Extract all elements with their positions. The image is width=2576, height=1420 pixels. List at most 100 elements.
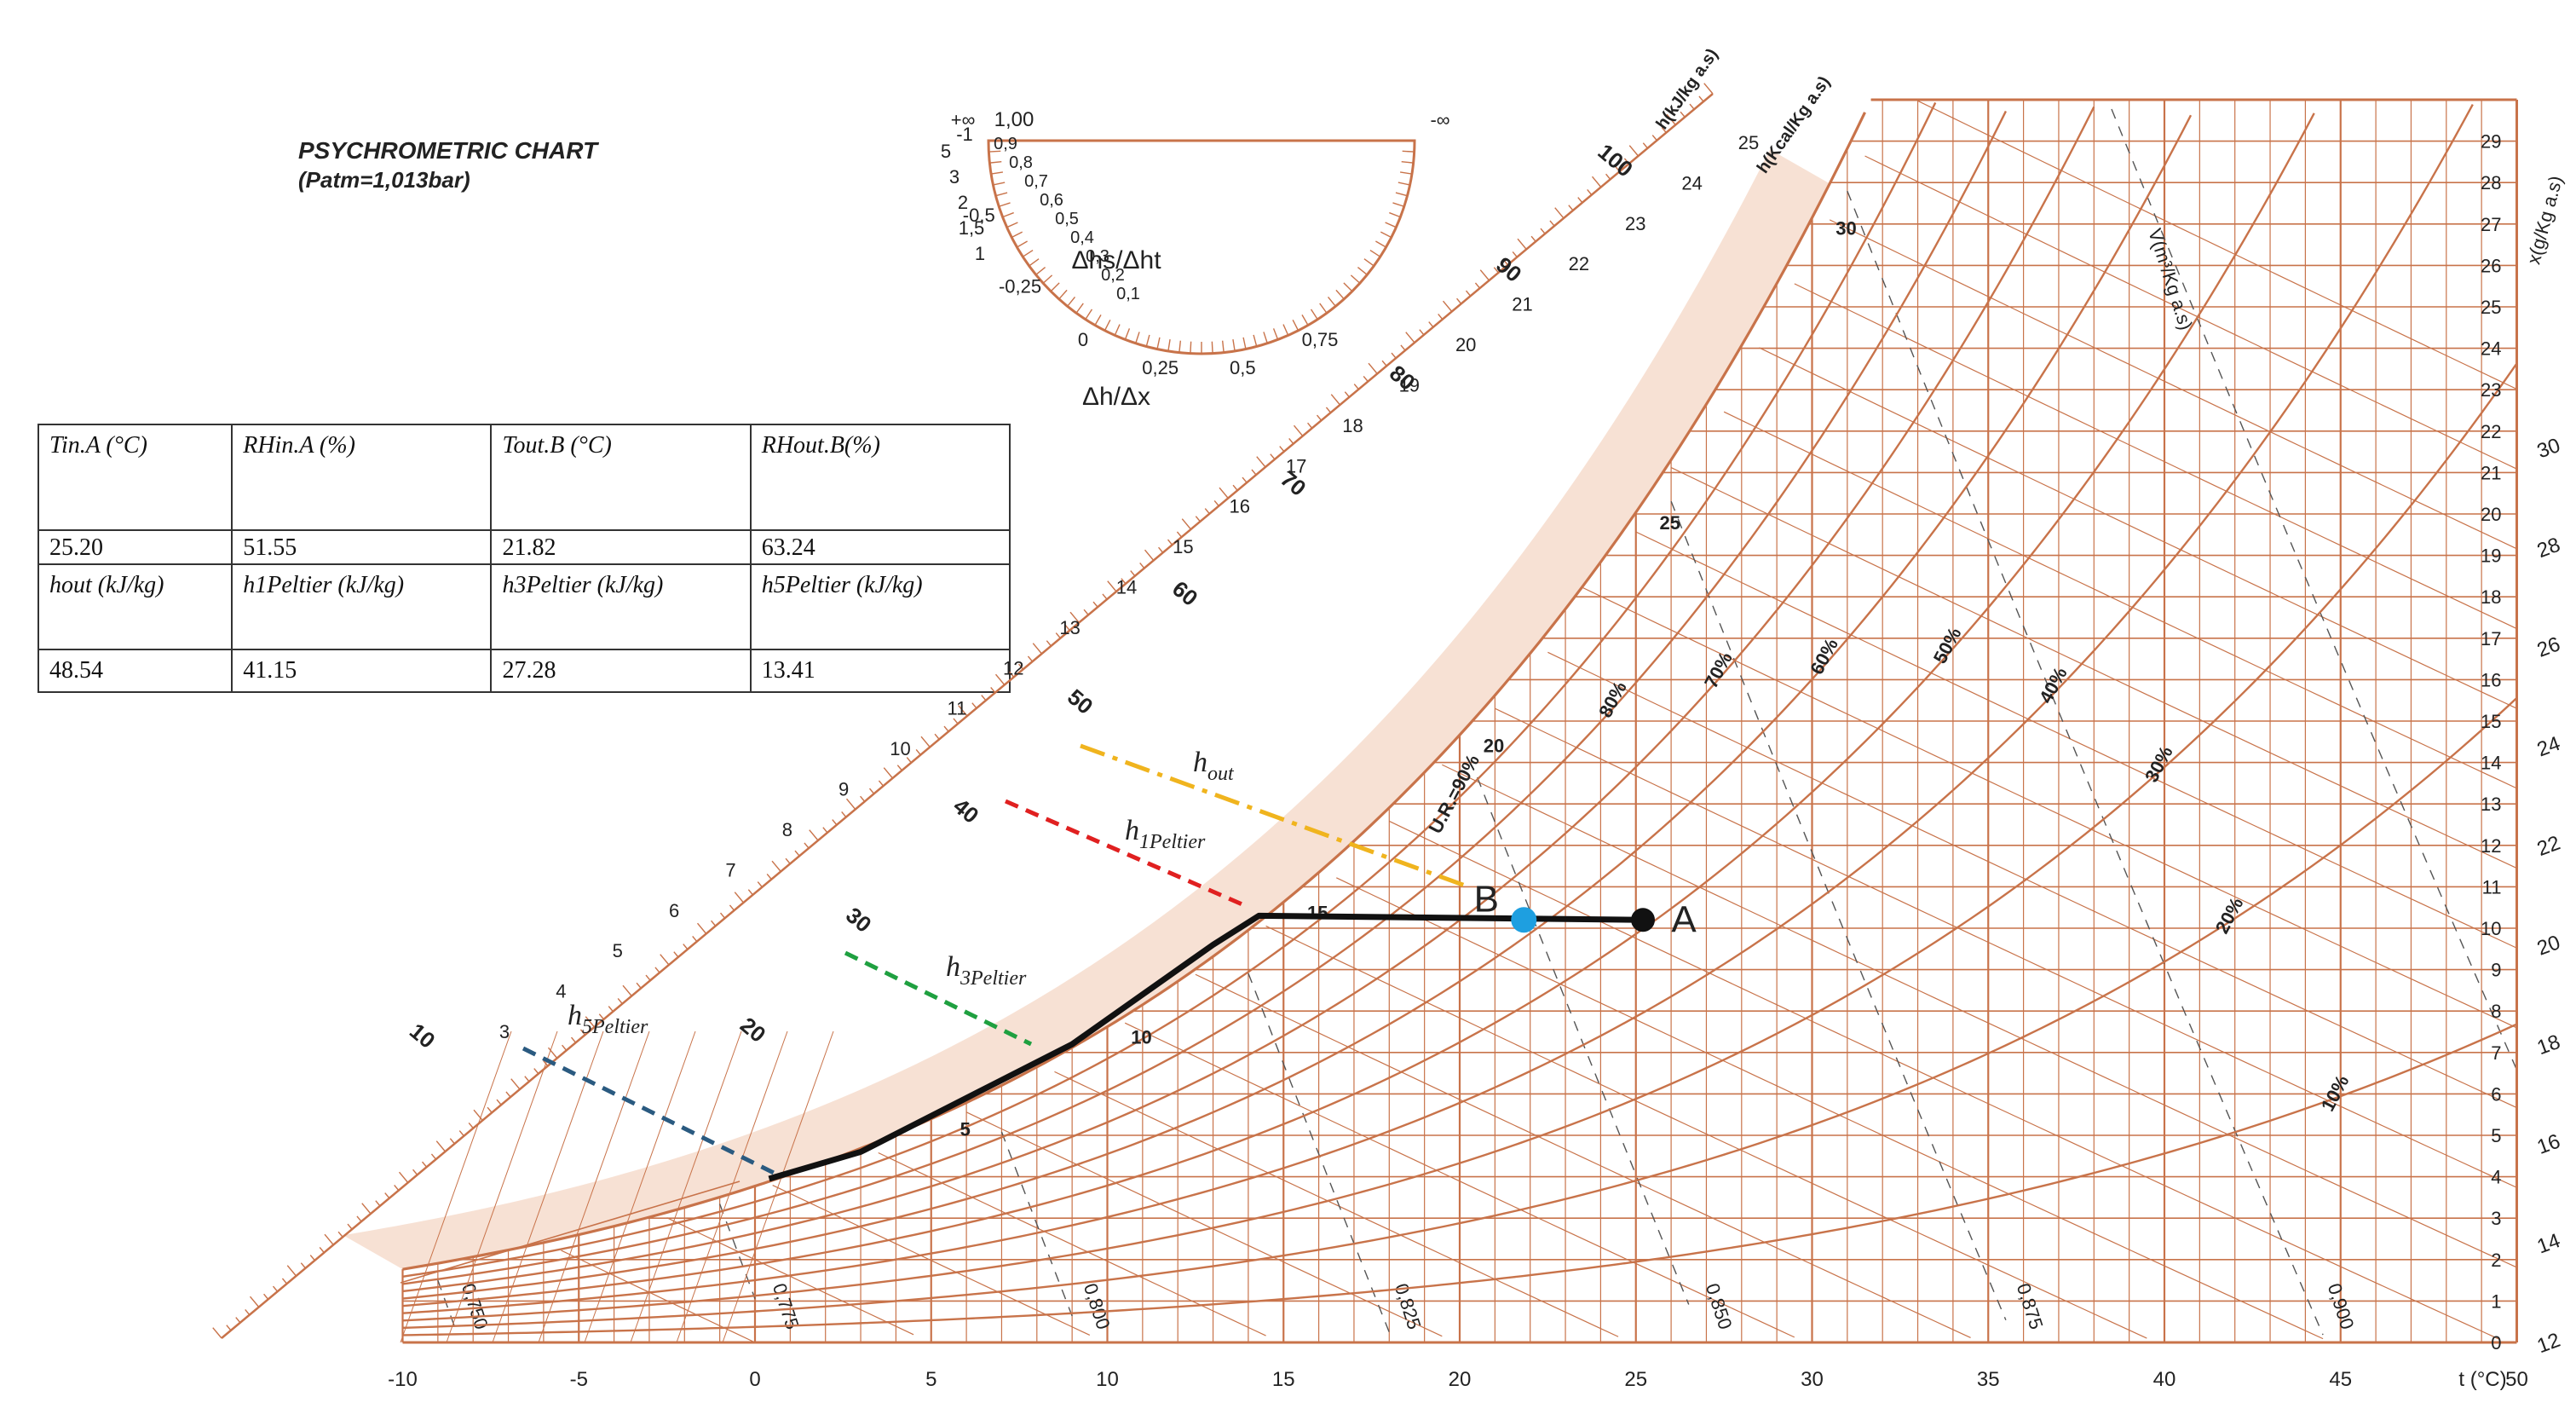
- enthalpy-tick-label: 50: [1063, 684, 1098, 719]
- temperature-tick-label: 40: [2153, 1368, 2176, 1391]
- ice-region-line: [400, 1030, 512, 1343]
- enthalpy-scale-tick: [845, 798, 856, 810]
- temperature-tick-label: -5: [570, 1368, 588, 1391]
- enthalpy-tick-label: 40: [948, 793, 983, 828]
- protractor-tick: [1282, 324, 1289, 336]
- enthalpy-scale-tick: [1623, 158, 1630, 165]
- enthalpy-marker-label: h5Peltier: [568, 1000, 648, 1038]
- rh-curve: [402, 1023, 2517, 1336]
- enthalpy-line: [1635, 531, 2517, 949]
- enthalpy-scale-tick: [212, 1327, 222, 1339]
- protractor-left-inf: +∞: [951, 109, 976, 130]
- enthalpy-scale-tick: [994, 673, 1006, 685]
- protractor-inner-label: 0,5: [1055, 210, 1079, 228]
- volume-line: [1000, 1131, 1073, 1317]
- protractor-outer-label: 1,5: [959, 217, 985, 239]
- enthalpy-line: [1917, 100, 2517, 390]
- enthalpy-scale-tick: [1661, 127, 1667, 134]
- kcal-tick-label: 6: [669, 900, 679, 921]
- protractor-tick: [1042, 274, 1053, 284]
- enthalpy-scale-tick: [1474, 282, 1481, 289]
- protractor-tick: [1058, 289, 1068, 300]
- protractor-inner-label: 0,6: [1040, 191, 1063, 210]
- protractor-tick: [1050, 282, 1060, 292]
- enthalpy-marker-line: [844, 950, 1033, 1047]
- protractor-tick: [989, 160, 1002, 164]
- outer-scale-tick-label: 12: [2534, 1329, 2563, 1359]
- protractor-bottom-label: 0,25: [1142, 357, 1179, 378]
- table-header-cell: RHin.A (%): [231, 424, 493, 531]
- humidity-tick-label: 15: [2481, 711, 2501, 732]
- protractor-tick: [1242, 337, 1247, 349]
- enthalpy-scale-tick: [896, 765, 902, 771]
- enthalpy-scale-tick: [822, 827, 828, 834]
- enthalpy-scale-tick: [319, 1247, 325, 1254]
- enthalpy-scale-tick: [692, 936, 698, 943]
- rh-curve: [402, 362, 2518, 1322]
- enthalpy-scale-tick: [734, 892, 745, 903]
- enthalpy-scale-tick: [263, 1293, 269, 1300]
- humidity-tick-label: 12: [2481, 835, 2501, 857]
- enthalpy-scale-tick: [430, 1153, 437, 1160]
- protractor-tick: [1395, 192, 1408, 197]
- protractor-tick: [999, 202, 1011, 207]
- enthalpy-line: [1547, 651, 2517, 1109]
- enthalpy-scale-tick: [1009, 671, 1015, 678]
- table-cell: 51.55: [231, 529, 493, 565]
- rh-label: 40%: [2035, 664, 2072, 707]
- enthalpy-scale-tick: [1493, 267, 1499, 274]
- enthalpy-scale-tick: [1344, 391, 1350, 398]
- protractor-tick: [1232, 338, 1236, 352]
- enthalpy-marker-label: h3Peltier: [946, 951, 1027, 990]
- enthalpy-scale-tick: [1121, 578, 1127, 585]
- rh-curve: [402, 113, 2315, 1307]
- kcal-tick-label: 9: [838, 779, 849, 800]
- outer-scale-tick-label: 30: [2534, 434, 2563, 464]
- enthalpy-scale-tick: [1139, 563, 1145, 569]
- protractor-tick: [1075, 303, 1084, 314]
- enthalpy-scale-tick: [719, 912, 726, 919]
- protractor-tick: [1363, 258, 1374, 267]
- enthalpy-line: [1829, 219, 2517, 550]
- enthalpy-scale-tick: [1689, 103, 1695, 110]
- enthalpy-scale-tick: [1642, 142, 1648, 149]
- rh-curve: [402, 112, 1866, 1271]
- enthalpy-scale-tick: [1517, 238, 1527, 250]
- rh-curve: [402, 106, 2095, 1293]
- enthalpy-scale-tick: [878, 780, 885, 787]
- enthalpy-scale-tick: [1330, 394, 1341, 406]
- humidity-tick-label: 22: [2481, 421, 2501, 442]
- protractor-tick: [1035, 266, 1046, 275]
- table-row: hout (kJ/kg) h1Peltier (kJ/kg) h3Peltier…: [37, 563, 1011, 650]
- protractor-bottom-label: 0,5: [1230, 357, 1256, 378]
- enthalpy-scale-tick: [1195, 516, 1201, 522]
- enthalpy-scale-tick: [1055, 632, 1061, 639]
- kcal-tick-label: 17: [1286, 455, 1306, 476]
- humidity-tick-label: 1: [2491, 1290, 2501, 1312]
- enthalpy-scale-tick: [1479, 269, 1490, 281]
- kcal-tick-label: 19: [1399, 374, 1420, 395]
- enthalpy-tick-label: 90: [1491, 251, 1526, 287]
- enthalpy-scale-tick: [771, 860, 781, 872]
- humidity-tick-label: 17: [2481, 628, 2501, 649]
- enthalpy-scale-tick: [585, 1016, 596, 1028]
- enthalpy-scale-tick: [660, 954, 670, 966]
- enthalpy-scale-tick: [1368, 362, 1378, 374]
- protractor-tick: [1392, 202, 1404, 207]
- protractor-tick: [1350, 274, 1361, 284]
- chart-subtitle: (Patm=1,013bar): [298, 167, 470, 193]
- humidity-tick-label: 6: [2491, 1083, 2501, 1105]
- humidity-tick-label: 0: [2491, 1332, 2501, 1354]
- temperature-tick-label: 10: [1096, 1368, 1119, 1391]
- table-cell: 13.41: [749, 649, 1011, 693]
- protractor-tick: [1263, 332, 1268, 343]
- kcal-tick-label: 15: [1173, 536, 1193, 557]
- volume-line: [1847, 190, 2324, 1336]
- protractor-tick: [1011, 231, 1023, 239]
- enthalpy-line: [1054, 1071, 1619, 1337]
- protractor-tick: [1221, 340, 1225, 353]
- temperature-tick-label: 35: [1977, 1368, 2000, 1391]
- protractor-tick: [1253, 334, 1258, 347]
- protractor-tick: [1301, 315, 1309, 326]
